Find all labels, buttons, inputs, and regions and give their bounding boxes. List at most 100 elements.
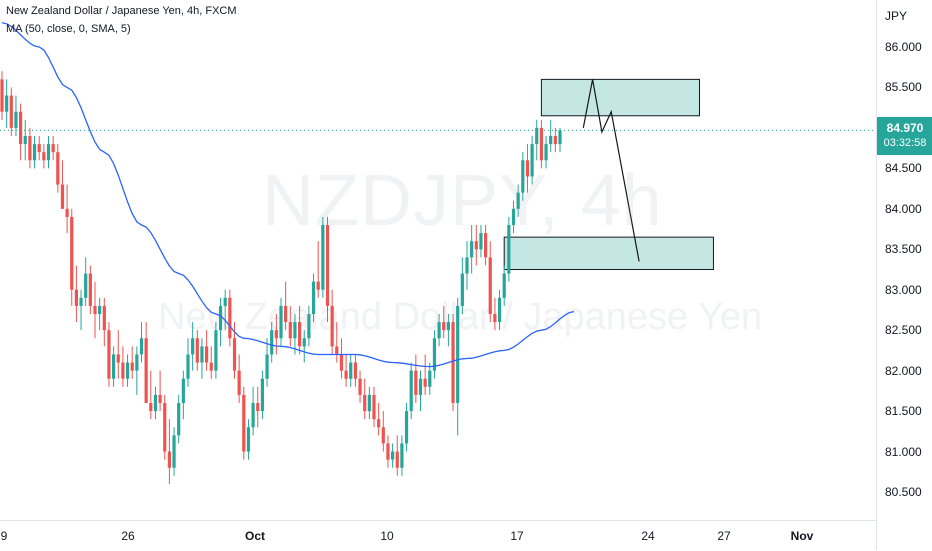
candle-body: [139, 338, 144, 355]
ma-indicator-legend[interactable]: MA (50, close, 0, SMA, 5): [6, 23, 131, 35]
candle-body: [451, 322, 455, 403]
price-tick-label: 84.500: [885, 161, 922, 176]
candle-body: [116, 354, 120, 363]
price-tick-label: 81.500: [885, 404, 922, 419]
candle-body: [19, 111, 23, 145]
candle-body: [74, 289, 78, 306]
candle-body: [232, 338, 237, 371]
candle-body: [446, 322, 450, 331]
candle-body: [274, 330, 278, 339]
candle-body: [158, 394, 162, 403]
candle-body: [205, 346, 209, 363]
candle-body: [428, 370, 432, 387]
candle-body: [349, 362, 353, 379]
candle-body: [525, 160, 530, 177]
candle-body: [372, 394, 376, 420]
candle-body: [186, 354, 190, 379]
price-axis[interactable]: JPY 86.00085.50085.00084.50084.00083.500…: [876, 0, 932, 550]
price-tick-label: 81.000: [885, 444, 922, 459]
candle-body: [60, 184, 65, 209]
candle-body: [102, 305, 106, 331]
candle-body: [311, 281, 316, 314]
candle-body: [177, 403, 181, 436]
candle-body: [465, 257, 469, 274]
candle-body: [200, 346, 204, 363]
watermark-name: New Zealand Dollar / Japanese Yen: [158, 296, 763, 338]
candle-body: [270, 330, 274, 355]
candle-body: [149, 403, 153, 412]
price-tick-label: 84.000: [885, 201, 922, 216]
candle-body: [70, 216, 74, 290]
candle-body: [321, 225, 325, 290]
time-tick-label: Nov: [790, 529, 814, 543]
candle-body: [51, 144, 55, 153]
price-tick-label: 80.500: [885, 485, 922, 499]
time-tick-label: 27: [717, 529, 731, 543]
candle-body: [228, 297, 232, 339]
candle-body: [316, 281, 320, 290]
candle-body: [535, 127, 539, 145]
candle-body: [242, 394, 246, 452]
candle-body: [460, 273, 464, 306]
time-tick-label: Oct: [244, 529, 266, 543]
candle-body: [125, 362, 130, 379]
candle-body: [246, 427, 251, 452]
chart-canvas: [0, 22, 876, 484]
candle-body: [32, 144, 37, 161]
candle-body: [502, 273, 506, 298]
candle-body: [493, 314, 497, 323]
candle-body: [163, 403, 167, 452]
candle-body: [251, 403, 255, 428]
time-tick-label: 26: [121, 529, 135, 543]
candle-body: [335, 346, 339, 355]
time-tick-label: 17: [510, 529, 524, 543]
candle-body: [479, 233, 483, 250]
candle-body: [409, 370, 413, 412]
candle-body: [65, 208, 69, 217]
time-axis[interactable]: 9 26 Oct 10 17 24 27 Nov: [0, 520, 876, 551]
candle-body: [488, 257, 492, 314]
candle-body: [470, 241, 474, 258]
candle-body: [511, 208, 516, 225]
candle-body: [195, 338, 199, 363]
candle-body: [288, 322, 292, 339]
candle-body: [484, 233, 488, 258]
candle-body: [93, 305, 97, 314]
candle-body: [344, 370, 348, 379]
candle-body: [386, 443, 390, 460]
price-tick-label: 86.000: [885, 40, 922, 54]
candle-body: [558, 130, 562, 145]
time-tick-label: 24: [641, 529, 655, 543]
candle-body: [98, 305, 102, 314]
candle-body: [5, 95, 9, 112]
candle-body: [79, 297, 83, 306]
candle-body: [367, 394, 371, 412]
candle-body: [302, 338, 306, 347]
candle-body: [377, 419, 381, 428]
candle-body: [353, 362, 357, 379]
candle-body: [172, 435, 176, 468]
candle-body: [516, 192, 520, 209]
candle-body: [153, 394, 158, 412]
candle-body: [437, 322, 441, 339]
candle-body: [135, 354, 139, 371]
candle-body: [553, 136, 557, 145]
candle-body: [404, 411, 409, 444]
chart-area[interactable]: NZDJPY, 4h New Zealand Dollar / Japanese…: [0, 0, 876, 520]
candle-body: [293, 322, 297, 339]
price-tick-label: 83.500: [885, 242, 922, 257]
candle-body: [549, 136, 553, 145]
candle-body: [260, 378, 264, 412]
candle-body: [418, 378, 423, 395]
candle-body: [279, 305, 283, 339]
candle-body: [325, 225, 330, 306]
candle-body: [181, 378, 185, 403]
price-tick-label: 83.000: [885, 282, 922, 297]
candle-body: [400, 443, 404, 468]
bar-countdown: 03:32:58: [883, 137, 927, 150]
candle-body: [298, 322, 302, 347]
candle-body: [284, 305, 288, 323]
candle-body: [474, 241, 478, 250]
candle-body: [339, 354, 344, 371]
candle-body: [84, 273, 88, 298]
